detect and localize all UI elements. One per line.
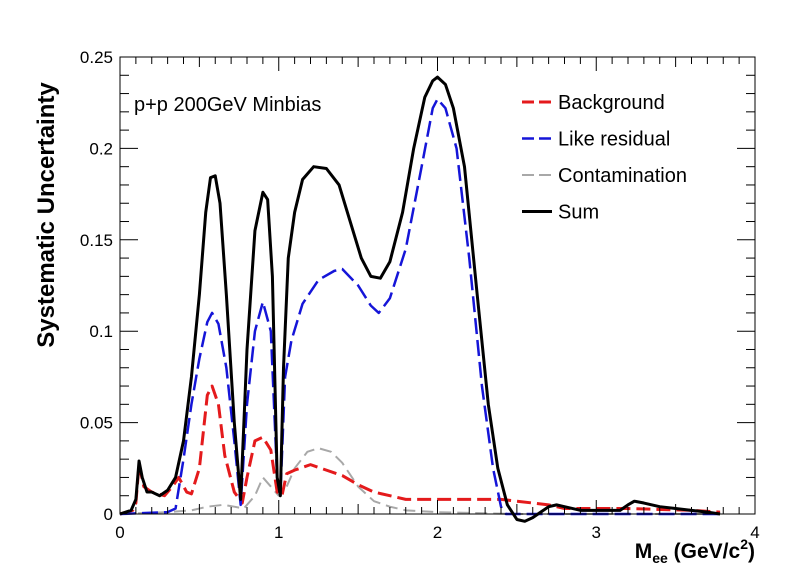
- legend-label: Contamination: [558, 165, 687, 187]
- x-axis-label-sub: ee: [652, 550, 668, 566]
- plot-lines: [119, 75, 721, 523]
- legend-label: Like residual: [558, 129, 670, 151]
- x-tick-label: 4: [750, 523, 759, 542]
- x-tick-label: 1: [274, 523, 283, 542]
- y-tick-label: 0.05: [80, 414, 113, 433]
- y-axis-label: Systematic Uncertainty: [33, 82, 60, 348]
- series-line-contamination: [119, 447, 721, 515]
- legend: Background Like residual Contamination Sum: [522, 92, 687, 224]
- x-axis-label-close: ): [748, 540, 755, 563]
- y-tick-label: 0.15: [80, 231, 113, 250]
- tick-labels: 0 1 2 3 4 0 0.05 0.1 0.15 0.2 0.25: [80, 48, 760, 542]
- series-line-sum: [119, 75, 721, 523]
- series-line-like-residual: [119, 97, 721, 516]
- legend-label: Background: [558, 92, 665, 114]
- y-tick-label: 0: [104, 505, 113, 524]
- legend-label: Sum: [558, 202, 599, 224]
- y-tick-label: 0.2: [89, 139, 113, 158]
- x-axis-label-main: M: [635, 540, 653, 563]
- axis-ticks: [119, 56, 756, 515]
- x-axis-label: Mee (GeV/c2): [635, 536, 755, 566]
- y-tick-label: 0.1: [89, 322, 113, 341]
- x-tick-label: 3: [592, 523, 601, 542]
- chart-annotation: p+p 200GeV Minbias: [134, 94, 321, 116]
- x-tick-label: 0: [115, 523, 124, 542]
- x-axis-label-sup: 2: [740, 536, 748, 552]
- y-tick-label: 0.25: [80, 48, 113, 67]
- x-tick-label: 2: [433, 523, 442, 542]
- x-axis-label-rest: (GeV/c: [668, 540, 741, 563]
